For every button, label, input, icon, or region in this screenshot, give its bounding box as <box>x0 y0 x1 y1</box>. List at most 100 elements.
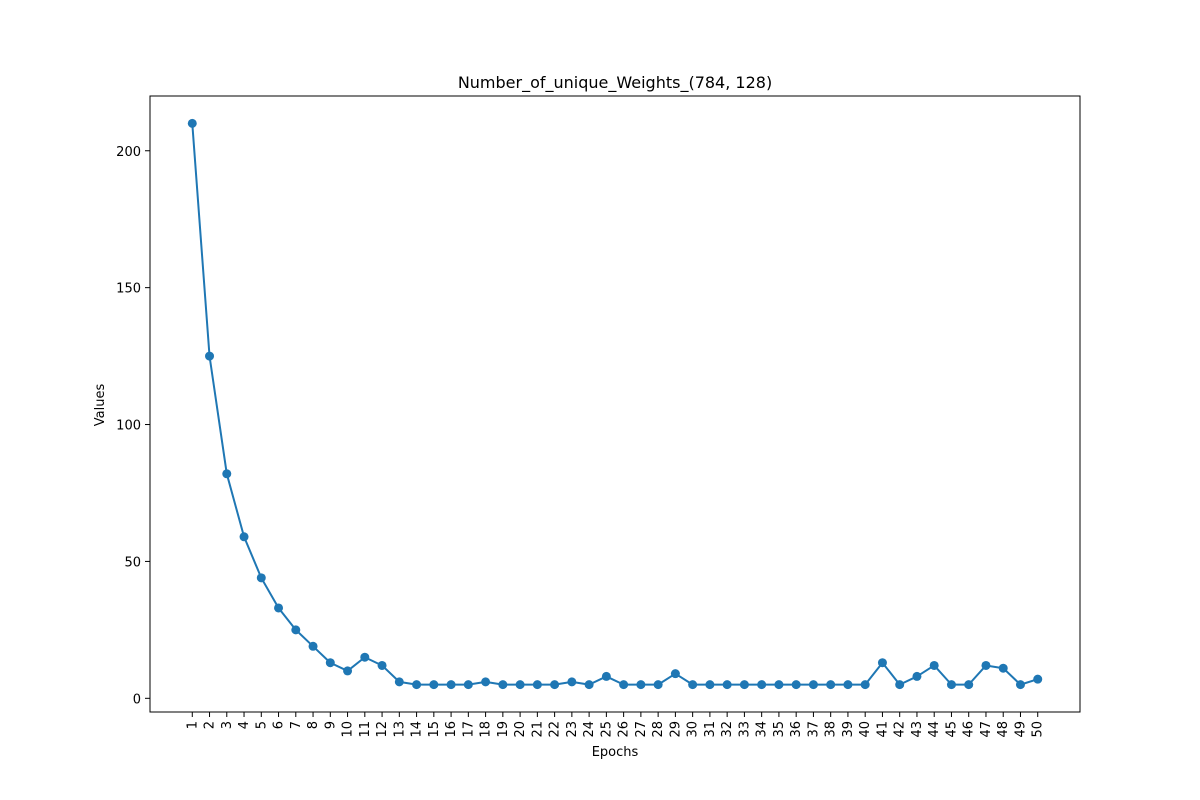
data-point <box>946 680 956 690</box>
x-tick-label: 34 <box>755 721 770 738</box>
data-point <box>463 680 473 690</box>
data-point <box>446 680 456 690</box>
x-tick-label: 44 <box>927 721 942 738</box>
x-tick-label: 40 <box>858 721 873 738</box>
data-point <box>653 680 663 690</box>
data-point <box>377 660 387 670</box>
data-point <box>584 680 594 690</box>
data-point <box>291 625 301 635</box>
data-point <box>1015 680 1025 690</box>
x-tick-label: 24 <box>582 721 597 738</box>
x-tick-label: 7 <box>289 721 304 729</box>
data-point <box>498 680 508 690</box>
data-point <box>791 680 801 690</box>
x-tick-label: 17 <box>461 721 476 738</box>
data-point <box>705 680 715 690</box>
data-point <box>567 677 577 687</box>
x-tick-label: 47 <box>979 721 994 738</box>
data-point <box>774 680 784 690</box>
x-tick-label: 49 <box>1013 721 1028 738</box>
x-tick-label: 15 <box>427 721 442 738</box>
data-point <box>912 671 922 681</box>
x-tick-label: 23 <box>565 721 580 738</box>
x-tick-label: 16 <box>444 721 459 738</box>
data-point <box>412 680 422 690</box>
data-point <box>256 573 266 583</box>
data-point <box>394 677 404 687</box>
plot-frame <box>149 95 1081 713</box>
x-tick-label: 9 <box>323 721 338 729</box>
y-tick-label: 50 <box>124 555 141 570</box>
x-tick-label: 45 <box>944 721 959 738</box>
data-point <box>877 658 887 668</box>
x-tick-label: 35 <box>772 721 787 738</box>
data-point <box>601 671 611 681</box>
x-tick-label: 21 <box>530 721 545 738</box>
x-tick-label: 39 <box>841 721 856 738</box>
data-point <box>964 680 974 690</box>
x-tick-label: 43 <box>910 721 925 738</box>
x-tick-label: 26 <box>617 721 632 738</box>
data-point <box>308 641 318 651</box>
data-point <box>860 680 870 690</box>
x-tick-label: 22 <box>548 721 563 738</box>
data-point <box>670 669 680 679</box>
x-tick-label: 36 <box>789 721 804 738</box>
data-point <box>343 666 353 676</box>
data-point <box>757 680 767 690</box>
data-point <box>532 680 542 690</box>
x-tick-label: 50 <box>1031 721 1046 738</box>
x-tick-label: 31 <box>703 721 718 738</box>
x-tick-label: 42 <box>893 721 908 738</box>
x-tick-label: 6 <box>272 721 287 729</box>
plot-area <box>187 118 1043 690</box>
x-tick-label: 38 <box>824 721 839 738</box>
data-point <box>360 652 370 662</box>
x-tick-label: 10 <box>341 721 356 738</box>
x-tick-label: 30 <box>686 721 701 738</box>
y-tick-label: 100 <box>116 419 141 434</box>
data-point <box>274 603 284 613</box>
x-tick-label: 32 <box>720 721 735 738</box>
x-tick-label: 14 <box>410 721 425 738</box>
x-tick-label: 48 <box>996 721 1011 738</box>
x-tick-label: 8 <box>306 721 321 729</box>
y-tick-label: 150 <box>116 282 141 297</box>
data-point <box>205 351 215 361</box>
y-tick-label: 200 <box>116 145 141 160</box>
x-tick-label: 1 <box>185 721 200 729</box>
x-tick-label: 27 <box>634 721 649 738</box>
x-tick-label: 5 <box>254 721 269 729</box>
data-point <box>1033 674 1043 684</box>
x-tick-label: 2 <box>203 721 218 729</box>
data-point <box>808 680 818 690</box>
x-tick-label: 19 <box>496 721 511 738</box>
data-point <box>636 680 646 690</box>
x-tick-label: 11 <box>358 721 373 738</box>
data-point <box>739 680 749 690</box>
data-point <box>981 660 991 670</box>
data-point <box>895 680 905 690</box>
data-point <box>187 118 197 128</box>
data-point <box>325 658 335 668</box>
data-point <box>239 532 249 542</box>
x-tick-label: 25 <box>599 721 614 738</box>
data-point <box>722 680 732 690</box>
data-point <box>222 469 232 479</box>
x-tick-label: 3 <box>220 721 235 729</box>
data-point <box>929 660 939 670</box>
chart-title: Number_of_unique_Weights_(784, 128) <box>458 73 772 93</box>
data-point <box>688 680 698 690</box>
x-axis-label: Epochs <box>592 745 639 760</box>
x-tick-label: 28 <box>651 721 666 738</box>
y-axis-label: Values <box>93 384 108 427</box>
x-tick-label: 18 <box>479 721 494 738</box>
data-point <box>515 680 525 690</box>
x-tick-label: 4 <box>237 721 252 729</box>
x-tick-label: 13 <box>392 721 407 738</box>
data-point <box>550 680 560 690</box>
data-point <box>619 680 629 690</box>
x-tick-label: 41 <box>875 721 890 738</box>
